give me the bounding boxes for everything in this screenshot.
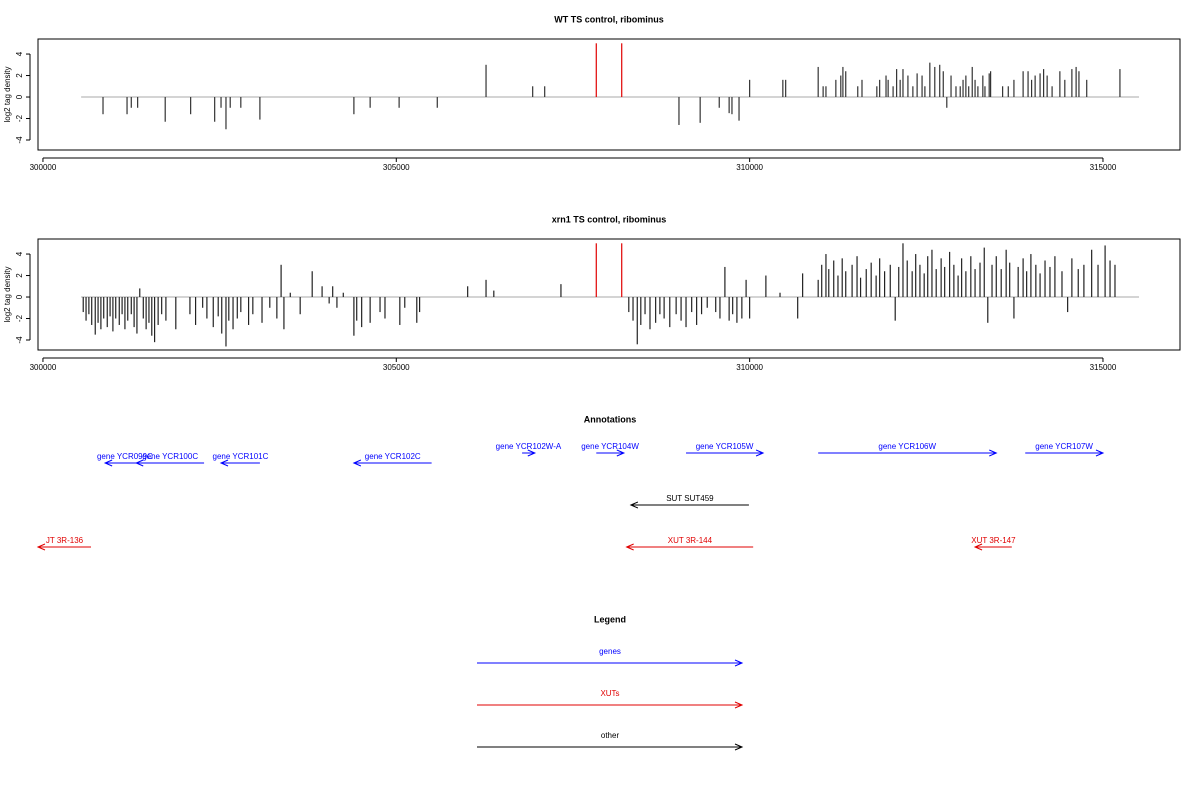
y-axis-label: log2 tag density xyxy=(3,266,12,322)
x-tick-label: 305000 xyxy=(383,363,410,372)
annotation-label: gene YCR105W xyxy=(696,442,754,451)
annotation-arrow-head xyxy=(1095,449,1105,457)
x-tick-label: 315000 xyxy=(1090,163,1117,172)
annotation-arrow-head xyxy=(36,543,46,551)
y-tick-label: -2 xyxy=(15,314,24,322)
y-tick-label: 4 xyxy=(15,251,24,256)
annotation-arrow-head xyxy=(219,459,229,467)
legend-arrow-head xyxy=(734,743,744,751)
annotation-label: gene YCR107W xyxy=(1035,442,1093,451)
annotation-label: JT 3R-136 xyxy=(46,536,84,545)
annotation-arrow-head xyxy=(134,459,144,467)
legend-label: genes xyxy=(599,647,621,656)
plot-frame xyxy=(37,238,1181,351)
x-tick-label: 305000 xyxy=(383,163,410,172)
legend-arrow-head xyxy=(734,659,744,667)
annotation-label: gene YCR102C xyxy=(365,452,421,461)
x-tick-label: 300000 xyxy=(30,163,57,172)
annotation-label: gene YCR101C xyxy=(213,452,269,461)
plot-frame xyxy=(37,38,1181,151)
annotation-arrow-head xyxy=(973,543,983,551)
x-tick-label: 300000 xyxy=(30,363,57,372)
annotation-arrow-head xyxy=(103,459,113,467)
y-tick-label: 2 xyxy=(15,73,24,78)
y-tick-label: -4 xyxy=(15,336,24,344)
y-tick-label: 0 xyxy=(15,94,24,99)
annotation-arrow-head xyxy=(629,501,639,509)
y-tick-label: 4 xyxy=(15,51,24,56)
annotation-label: XUT 3R-144 xyxy=(668,536,713,545)
y-tick-label: -4 xyxy=(15,136,24,144)
x-tick-label: 310000 xyxy=(736,163,763,172)
chart-title: xrn1 TS control, ribominus xyxy=(552,214,667,224)
annotation-label: gene YCR104W xyxy=(581,442,639,451)
annotation-label: XUT 3R-147 xyxy=(971,536,1016,545)
y-tick-label: 0 xyxy=(15,294,24,299)
annotation-label: gene YCR102W-A xyxy=(496,442,562,451)
annotation-arrow-head xyxy=(625,543,634,551)
annotation-arrow-head xyxy=(989,449,998,457)
annotations-title: Annotations xyxy=(584,414,637,424)
legend-title: Legend xyxy=(594,614,626,624)
annotation-arrow-head xyxy=(616,449,626,457)
annotation-arrow-head xyxy=(527,449,537,457)
x-tick-label: 315000 xyxy=(1090,363,1117,372)
legend-label: other xyxy=(601,731,620,740)
annotation-arrow-head xyxy=(755,449,765,457)
annotation-label: SUT SUT459 xyxy=(666,494,714,503)
legend-arrow-head xyxy=(734,701,744,709)
y-tick-label: 2 xyxy=(15,273,24,278)
y-axis-label: log2 tag density xyxy=(3,66,12,122)
annotation-arrow-head xyxy=(352,459,362,467)
y-tick-label: -2 xyxy=(15,114,24,122)
annotation-label: gene YCR106W xyxy=(878,442,936,451)
x-tick-label: 310000 xyxy=(736,363,763,372)
chart-title: WT TS control, ribominus xyxy=(554,14,664,24)
annotation-label: gene YCR099C xyxy=(97,452,153,461)
annotation-label: gene YCR100C xyxy=(142,452,198,461)
legend-label: XUTs xyxy=(600,689,619,698)
